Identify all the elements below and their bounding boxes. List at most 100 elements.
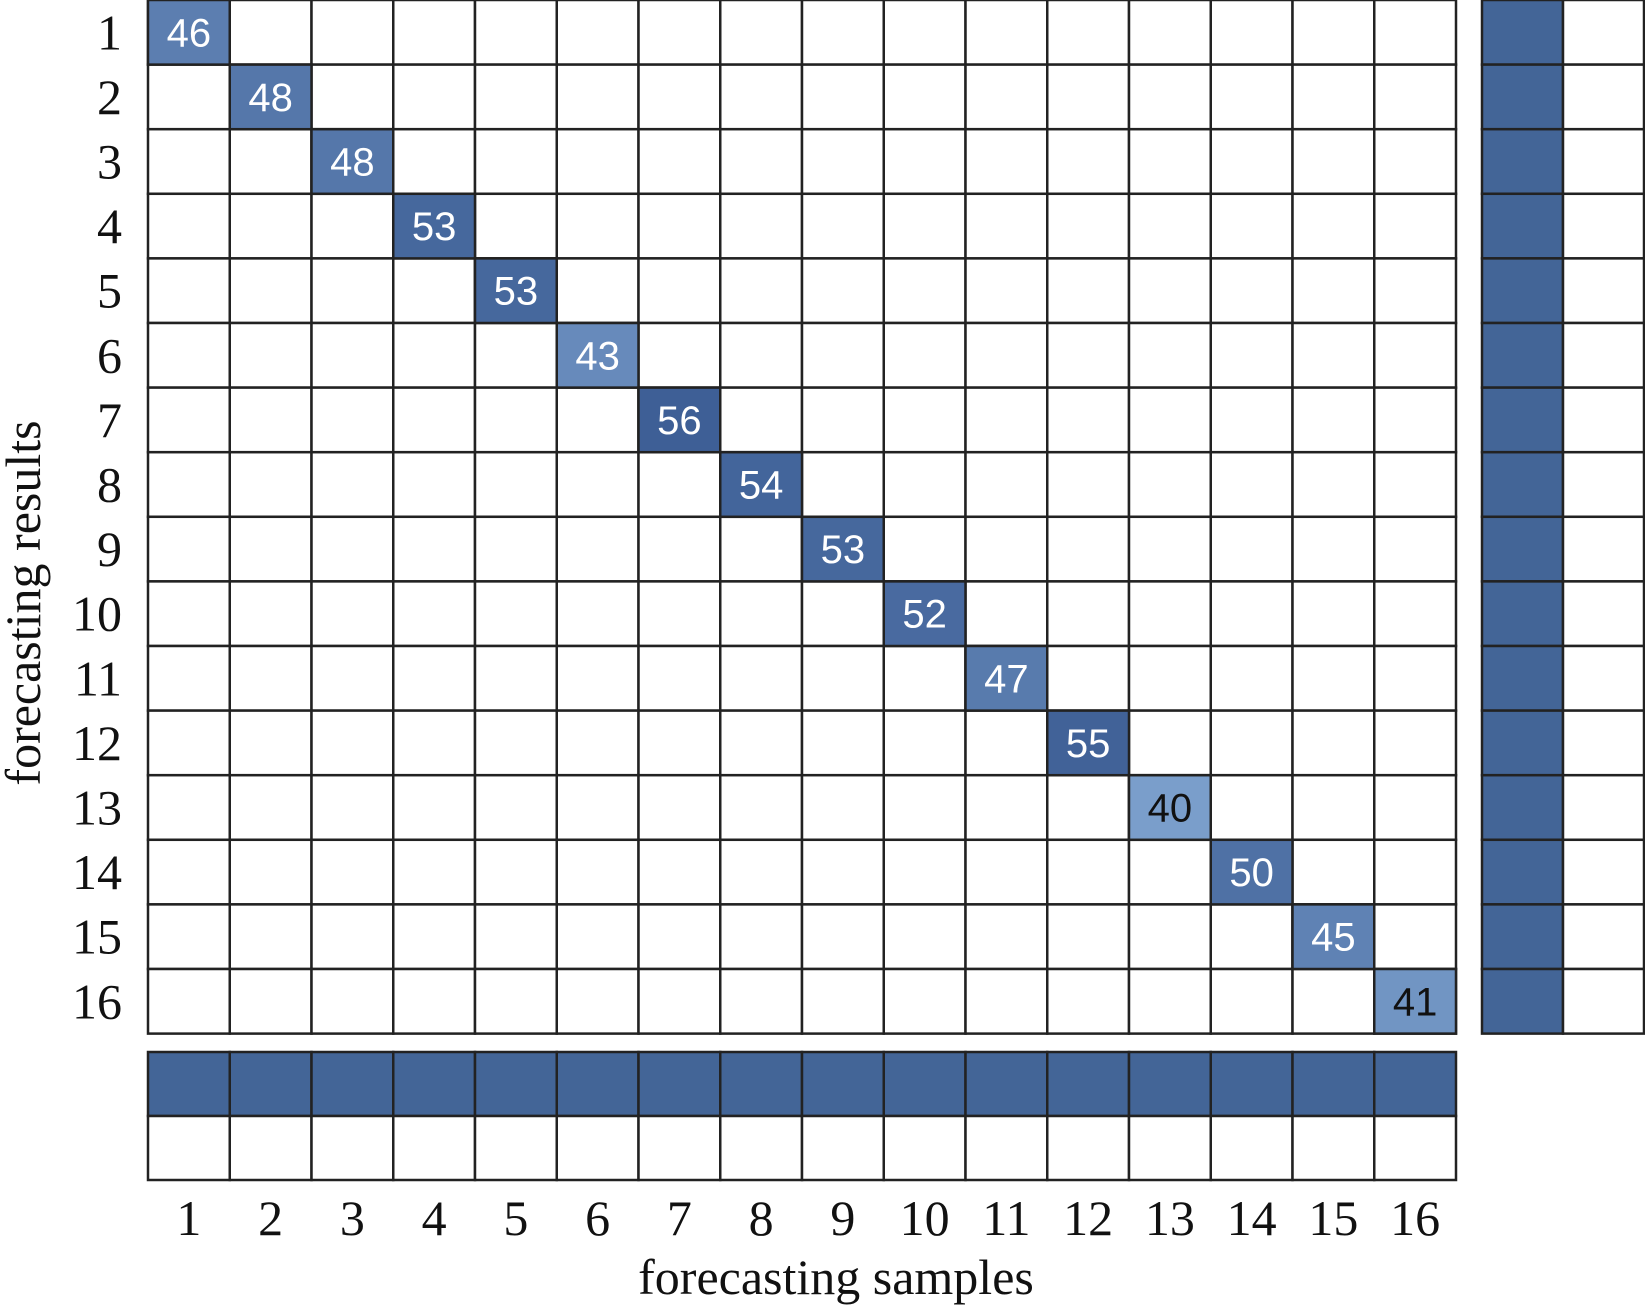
- matrix-cell: [882, 773, 967, 842]
- matrix-cell: [146, 644, 231, 712]
- row-summary-cell: [1561, 580, 1645, 648]
- cell-value-label: 40: [1148, 787, 1193, 831]
- heatmap-cell: [800, 515, 885, 583]
- y-tick-label: 1: [97, 4, 122, 60]
- matrix-cell: [964, 192, 1049, 260]
- row-summary-cell: [1561, 386, 1645, 454]
- matrix-cell: [882, 967, 967, 1035]
- matrix-cell: [964, 580, 1049, 648]
- matrix-cell: [637, 63, 722, 131]
- matrix-cell: [719, 515, 804, 583]
- matrix-cell: [146, 515, 231, 583]
- matrix-cell: [1046, 63, 1131, 131]
- y-tick-label: 12: [72, 715, 122, 771]
- main-matrix: [146, 0, 1458, 1035]
- matrix-cell: [1209, 127, 1294, 196]
- matrix-cell: [964, 967, 1049, 1035]
- matrix-cell: [392, 838, 477, 906]
- matrix-cell: [392, 257, 477, 325]
- matrix-cell: [392, 903, 477, 971]
- matrix-cell: [473, 192, 558, 260]
- matrix-cell: [146, 321, 231, 389]
- heatmap-cell: [719, 450, 804, 519]
- matrix-cell: [1127, 192, 1212, 260]
- matrix-cell: [637, 644, 722, 712]
- x-tick-label: 14: [1227, 1190, 1277, 1246]
- heatmap-cell: [964, 644, 1049, 712]
- heatmap-cell: [228, 63, 313, 131]
- matrix-cell: [555, 644, 640, 712]
- matrix-cell: [473, 450, 558, 519]
- matrix-cell: [964, 127, 1049, 196]
- x-tick-label: 10: [900, 1190, 950, 1246]
- matrix-cell: [637, 773, 722, 842]
- x-tick-label: 13: [1145, 1190, 1195, 1246]
- cell-value-label: 55: [1066, 722, 1111, 766]
- matrix-cell: [1127, 127, 1212, 196]
- matrix-cell: [1046, 967, 1131, 1035]
- diagonal-values: 46 48 48 53 53 43 56 54 53 52 47 55 40 50 45 41: [146, 0, 1458, 1035]
- matrix-cell: [146, 967, 231, 1035]
- column-summary-cell: [637, 1114, 722, 1182]
- row-summary-cell: [1561, 709, 1645, 777]
- matrix-cell: [555, 903, 640, 971]
- row-summary-cell: [1561, 515, 1645, 583]
- x-tick-label: 16: [1390, 1190, 1440, 1246]
- matrix-cell: [473, 386, 558, 454]
- matrix-cell: [1291, 321, 1376, 389]
- matrix-cell: [146, 903, 231, 971]
- row-summary-bar: [1480, 709, 1565, 777]
- matrix-cell: [800, 903, 885, 971]
- matrix-cell: [1046, 192, 1131, 260]
- column-summary-cell: [392, 1114, 477, 1182]
- row-summary-bar: [1480, 321, 1565, 389]
- row-summary-bar: [1480, 903, 1565, 971]
- cell-value-label: 56: [657, 399, 702, 443]
- matrix-cell: [1373, 450, 1458, 519]
- heatmap-cell: [555, 321, 640, 389]
- matrix-cell: [800, 63, 885, 131]
- column-summary-cell: [1209, 1114, 1294, 1182]
- x-tick-label: 11: [982, 1190, 1030, 1246]
- matrix-cell: [1209, 257, 1294, 325]
- matrix-cell: [1209, 321, 1294, 389]
- heatmap-cell: [146, 0, 231, 66]
- y-tick-label: 4: [97, 198, 122, 254]
- column-summary-cell: [473, 1114, 558, 1182]
- matrix-cell: [637, 580, 722, 648]
- matrix-cell: [1046, 838, 1131, 906]
- matrix-cell: [964, 257, 1049, 325]
- column-summary-bar: [719, 1050, 804, 1118]
- matrix-cell: [1291, 63, 1376, 131]
- column-summary-bar: [473, 1050, 558, 1118]
- matrix-cell: [1291, 127, 1376, 196]
- matrix-cell: [228, 321, 313, 389]
- matrix-cell: [1046, 515, 1131, 583]
- matrix-cell: [637, 0, 722, 66]
- cell-value-label: 52: [902, 593, 947, 637]
- row-summary-bar: [1480, 838, 1565, 906]
- matrix-cell: [719, 644, 804, 712]
- matrix-cell: [1291, 773, 1376, 842]
- matrix-cell: [146, 386, 231, 454]
- row-summary-cell: [1561, 0, 1645, 66]
- matrix-cell: [310, 773, 395, 842]
- matrix-cell: [555, 63, 640, 131]
- matrix-cell: [473, 644, 558, 712]
- matrix-cell: [473, 903, 558, 971]
- row-summary-cell: [1561, 321, 1645, 389]
- column-summary-bar: [637, 1050, 722, 1118]
- matrix-cell: [555, 257, 640, 325]
- matrix-cell: [882, 903, 967, 971]
- column-summary-cell: [1127, 1114, 1212, 1182]
- matrix-cell: [1127, 257, 1212, 325]
- matrix-cell: [964, 321, 1049, 389]
- matrix-cell: [392, 773, 477, 842]
- matrix-cell: [1373, 386, 1458, 454]
- matrix-cell: [719, 63, 804, 131]
- matrix-cell: [1373, 580, 1458, 648]
- matrix-cell: [1046, 386, 1131, 454]
- matrix-cell: [146, 773, 231, 842]
- cell-value-label: 53: [412, 205, 457, 249]
- matrix-cell: [637, 257, 722, 325]
